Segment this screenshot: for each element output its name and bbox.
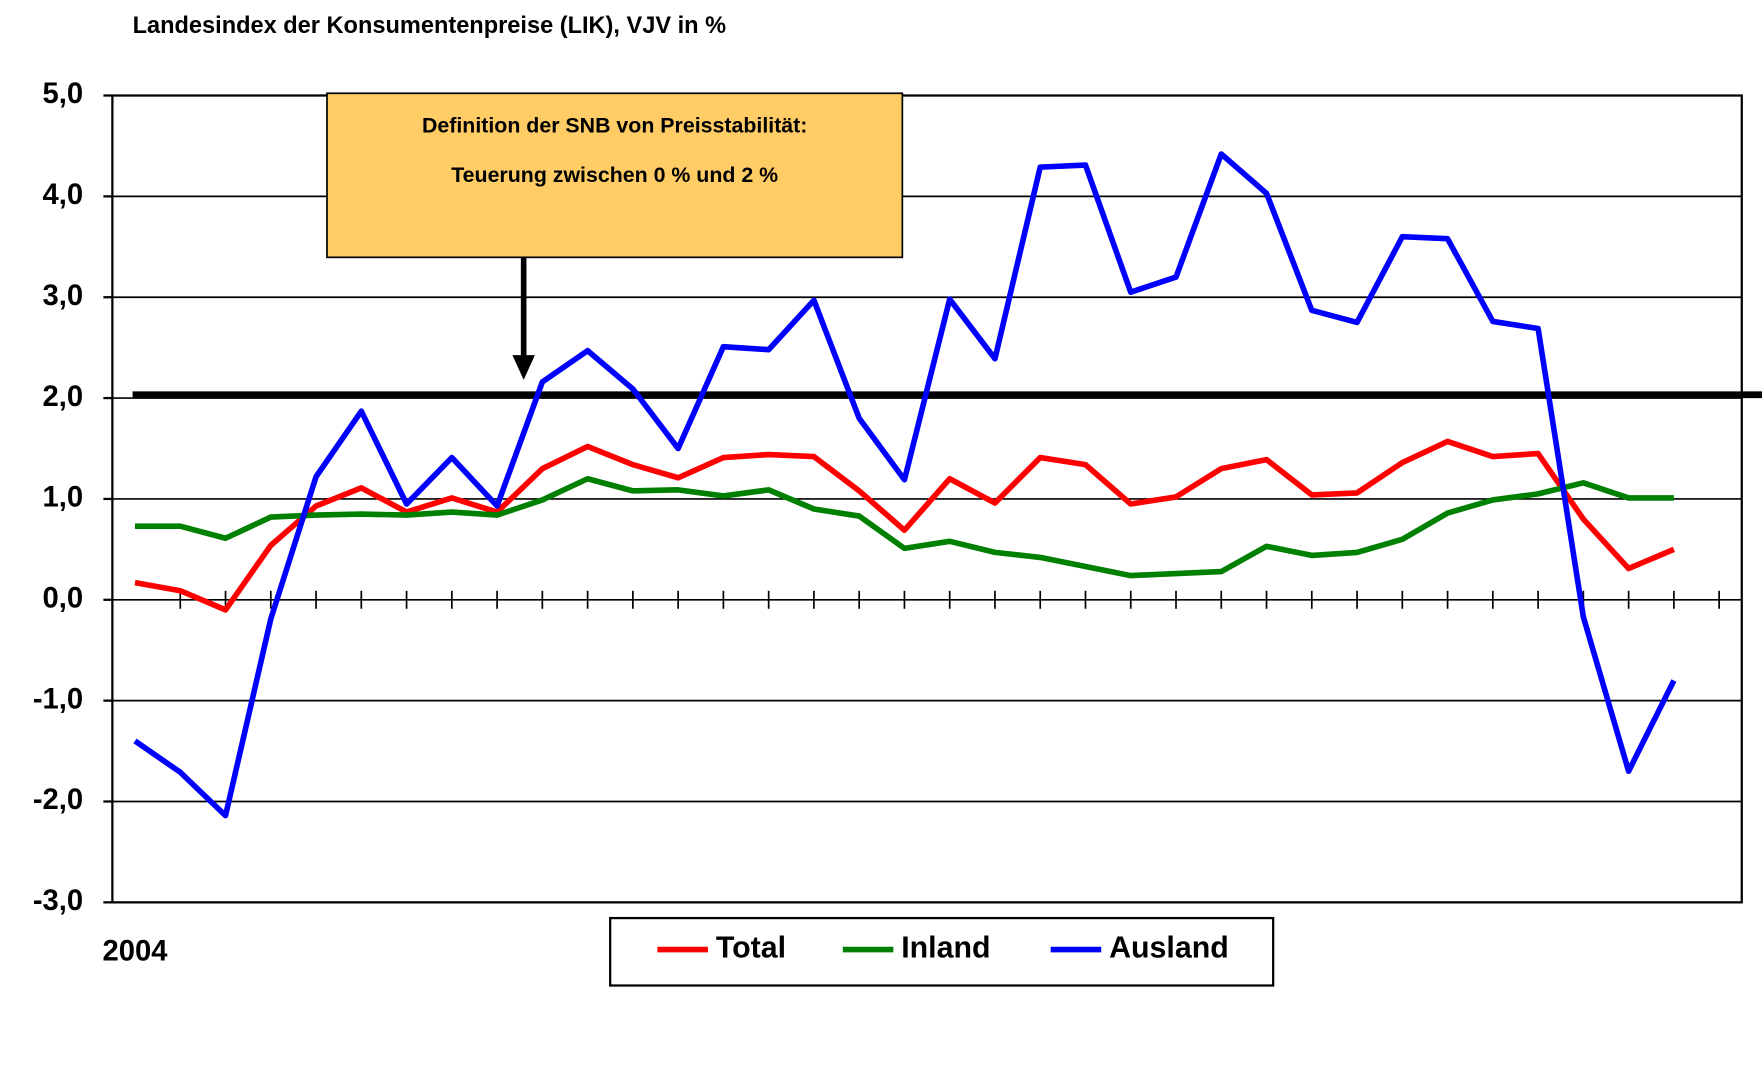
y-tick-label: 1,0 xyxy=(43,482,84,514)
series-line xyxy=(135,475,1674,579)
annotation-text: Teuerung zwischen 0 % und 2 % xyxy=(451,163,778,187)
y-tick-label: -1,0 xyxy=(33,683,83,715)
series-line xyxy=(134,438,1675,613)
y-tick-label: 4,0 xyxy=(43,179,84,211)
annotation-box xyxy=(326,92,904,259)
legend-label: Inland xyxy=(901,932,990,965)
legend-label: Ausland xyxy=(1109,932,1229,965)
x-tick-label: 2004 xyxy=(103,936,169,968)
y-tick-label: 3,0 xyxy=(43,280,84,312)
legend-box xyxy=(609,916,1275,987)
y-tick-label: 2,0 xyxy=(43,381,84,413)
series-line xyxy=(133,151,1677,819)
chart-title: Landesindex der Konsumentenpreise (LIK),… xyxy=(133,12,727,38)
legend-label: Total xyxy=(716,932,786,965)
annotation-text: Definition der SNB von Preisstabilität: xyxy=(422,114,807,138)
y-tick-label: -3,0 xyxy=(33,885,83,917)
annotation-arrowhead xyxy=(512,355,535,380)
y-tick-label: 0,0 xyxy=(43,583,84,615)
y-tick-label: 5,0 xyxy=(43,78,84,110)
y-tick-label: -2,0 xyxy=(33,784,83,816)
